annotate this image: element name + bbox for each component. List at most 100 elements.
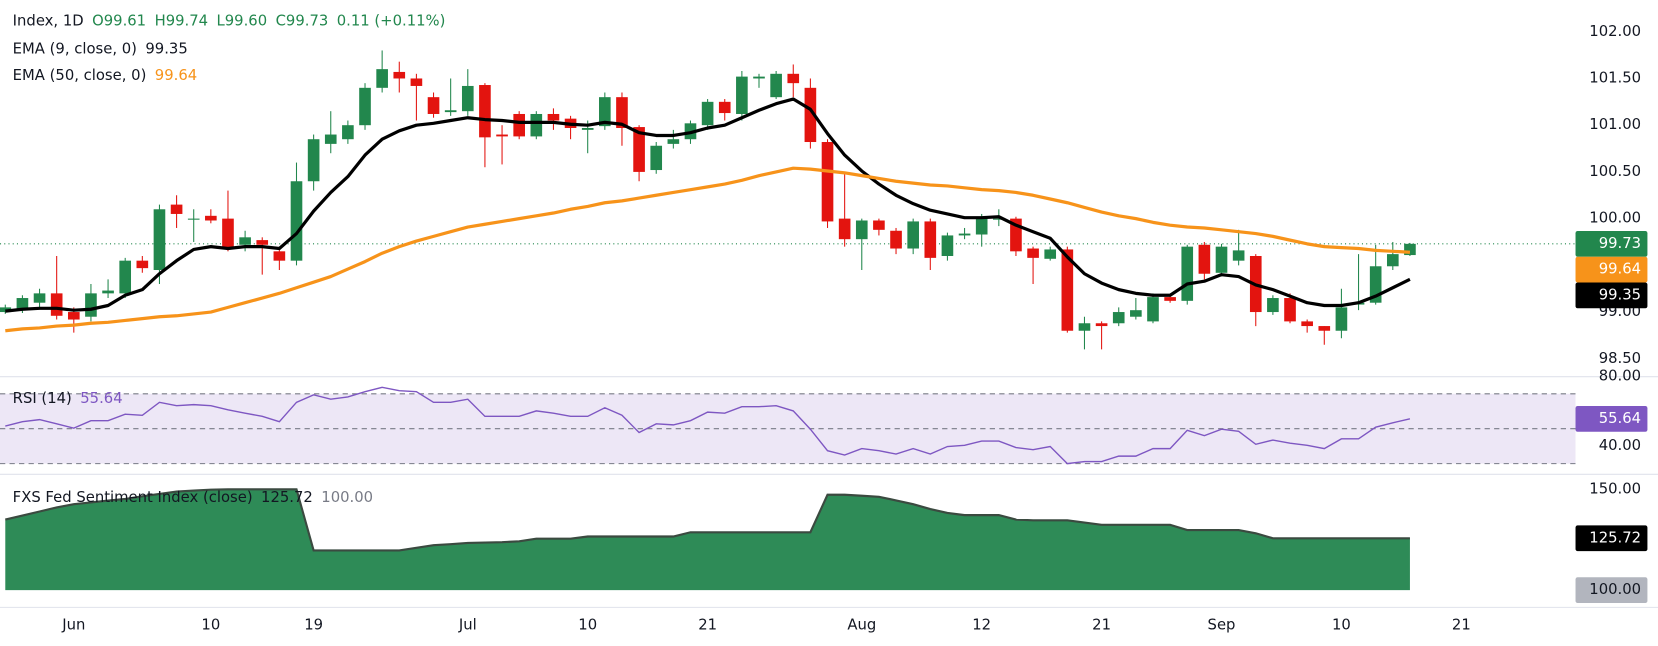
candle-body bbox=[187, 218, 200, 220]
candle-body bbox=[547, 113, 560, 121]
candle-body bbox=[770, 73, 782, 98]
legend-name: FXS Fed Sentiment Index (close) bbox=[13, 488, 253, 506]
candle-body bbox=[890, 230, 902, 249]
candle-body bbox=[496, 134, 508, 137]
legend-value: 99.35 bbox=[145, 39, 187, 57]
legend-value: 55.64 bbox=[80, 389, 122, 407]
y-tick-label: 101.00 bbox=[1589, 115, 1641, 133]
ema-line bbox=[5, 97, 1411, 313]
candle-body bbox=[205, 215, 217, 221]
candle-body bbox=[324, 134, 337, 144]
candle-body bbox=[273, 251, 286, 261]
candle-body bbox=[222, 218, 234, 249]
ohlc-value: L99.60 bbox=[217, 11, 268, 29]
sentiment-line bbox=[5, 488, 1410, 552]
candle-body bbox=[1027, 248, 1039, 258]
candle-body bbox=[975, 218, 988, 235]
candle-body bbox=[1267, 298, 1279, 313]
sentiment-pane bbox=[5, 488, 1410, 591]
candle-body bbox=[444, 110, 457, 113]
rsi-line bbox=[5, 386, 1411, 465]
candle-body bbox=[1404, 243, 1416, 256]
candle-body bbox=[33, 293, 46, 303]
candle-body bbox=[102, 290, 114, 294]
price-badge-bg bbox=[1575, 230, 1648, 257]
candle-body bbox=[307, 139, 320, 182]
candle-body bbox=[1147, 297, 1159, 322]
x-tick-label: 21 bbox=[698, 616, 717, 634]
x-tick-label: 10 bbox=[578, 616, 597, 634]
candle-body bbox=[1078, 323, 1091, 331]
candle-body bbox=[1198, 244, 1211, 274]
candle-body bbox=[67, 312, 80, 320]
candle-body bbox=[736, 76, 748, 114]
candle-body bbox=[821, 142, 834, 222]
y-tick-label: 102.00 bbox=[1589, 22, 1641, 40]
candle-body bbox=[1284, 298, 1296, 322]
x-tick-label: Jul bbox=[458, 616, 477, 634]
candle-body bbox=[170, 204, 183, 214]
candle-body bbox=[50, 293, 63, 316]
sentiment-badge-bg bbox=[1575, 525, 1648, 552]
candle-body bbox=[256, 240, 269, 245]
legend-value: 99.64 bbox=[155, 66, 197, 84]
candle-body bbox=[650, 145, 663, 171]
candle-body bbox=[410, 78, 423, 86]
y-tick-label: 150.00 bbox=[1589, 479, 1641, 497]
candle-body bbox=[85, 293, 97, 317]
candle-body bbox=[701, 101, 714, 126]
legend-name: EMA (50, close, 0) bbox=[13, 66, 147, 84]
candle-body bbox=[530, 113, 543, 137]
rsi-band bbox=[0, 393, 1576, 464]
candle-body bbox=[667, 139, 680, 144]
candle-body bbox=[1386, 254, 1399, 267]
ema-value-badge: 99.64 bbox=[1599, 260, 1641, 278]
legend-value: 125.72 bbox=[261, 488, 313, 506]
candle-body bbox=[461, 85, 474, 112]
candle-body bbox=[1095, 323, 1108, 327]
chart-title: Index, 1D bbox=[13, 11, 84, 29]
ema-value-badge-bg bbox=[1575, 256, 1648, 283]
candle-body bbox=[153, 209, 166, 271]
ema-value-badge: 99.35 bbox=[1599, 285, 1641, 303]
y-tick-label: 40.00 bbox=[1599, 436, 1641, 454]
ohlc-value: C99.73 bbox=[276, 11, 329, 29]
candle-body bbox=[804, 87, 817, 143]
candle-body bbox=[753, 76, 765, 79]
candle-body bbox=[1181, 246, 1194, 301]
candle-body bbox=[599, 97, 611, 127]
candle-body bbox=[1335, 307, 1348, 331]
x-tick-label: 10 bbox=[201, 616, 220, 634]
candle-body bbox=[239, 237, 251, 245]
candle-body bbox=[1232, 250, 1245, 261]
candle-body bbox=[1369, 266, 1382, 303]
rsi-pane bbox=[0, 386, 1576, 465]
x-tick-label: Aug bbox=[847, 616, 876, 634]
candle-body bbox=[342, 125, 354, 140]
ema-value-badge-bg bbox=[1575, 282, 1648, 309]
ohlc-value: O99.61 bbox=[92, 11, 146, 29]
candle-body bbox=[616, 97, 628, 128]
x-tick-label: Sep bbox=[1208, 616, 1236, 634]
candle-body bbox=[1044, 249, 1057, 259]
legend-name: RSI (14) bbox=[13, 389, 72, 407]
rsi-badge: 55.64 bbox=[1599, 409, 1641, 427]
y-tick-label: 100.50 bbox=[1589, 162, 1641, 180]
candle-body bbox=[907, 221, 919, 249]
ohlc-value: H99.74 bbox=[155, 11, 208, 29]
x-tick-label: 10 bbox=[1332, 616, 1351, 634]
candle-body bbox=[119, 260, 132, 294]
x-tick-label: 12 bbox=[972, 616, 991, 634]
x-tick-label: Jun bbox=[61, 616, 85, 634]
y-tick-label: 80.00 bbox=[1599, 366, 1641, 384]
y-tick-label: 98.50 bbox=[1599, 349, 1641, 367]
rsi-badge-bg bbox=[1575, 405, 1648, 432]
sentiment-badge: 125.72 bbox=[1589, 528, 1641, 546]
candle-body bbox=[718, 101, 731, 114]
candle-body bbox=[513, 113, 525, 137]
candle-body bbox=[427, 97, 440, 114]
candle-body bbox=[376, 69, 388, 88]
x-tick-label: 19 bbox=[304, 616, 323, 634]
ohlc-value: 0.11 (+0.11%) bbox=[337, 11, 446, 29]
